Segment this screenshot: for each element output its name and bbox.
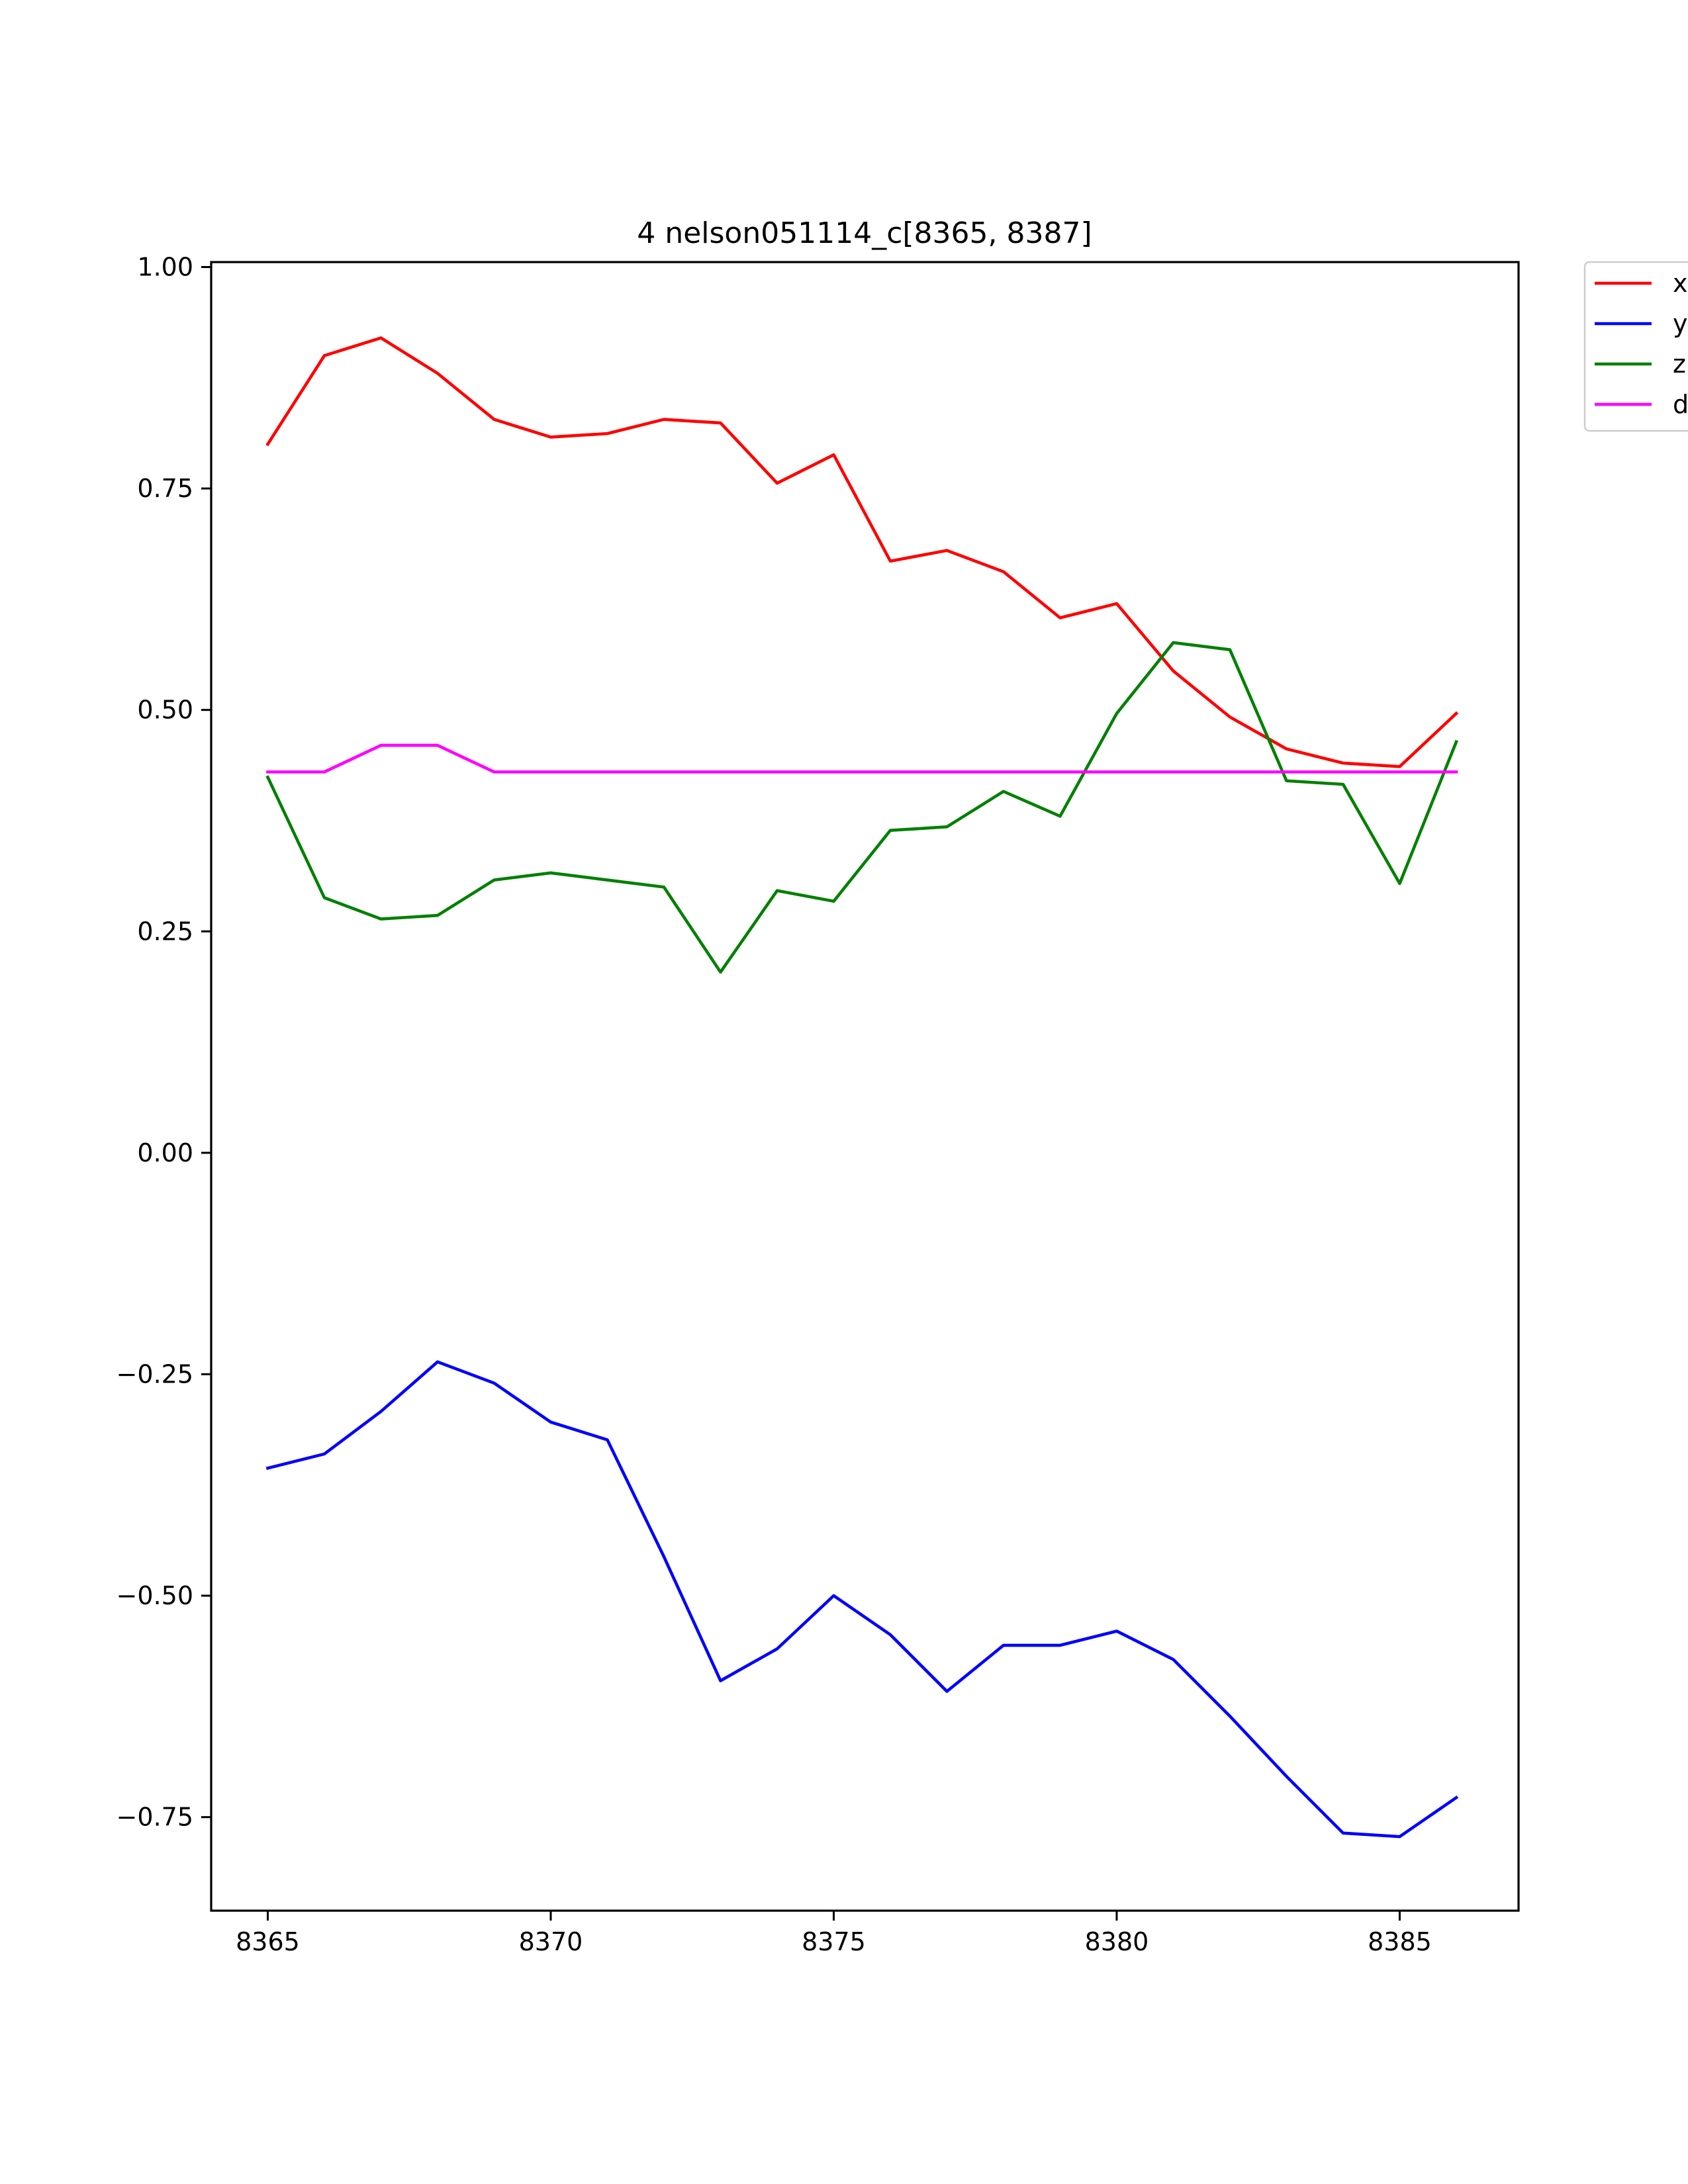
legend-label-z: z (1673, 349, 1686, 379)
y-tick-label: 1.00 (137, 252, 193, 281)
x-tick-label: 8375 (802, 1927, 866, 1956)
x-tick-label: 8370 (519, 1927, 583, 1956)
y-tick-label: 0.00 (137, 1138, 193, 1167)
legend-box (1583, 261, 1688, 432)
axes-frame (210, 261, 1520, 1912)
legend-label-x: x (1673, 269, 1688, 298)
x-axis: 8365 8370 8375 8380 8385 (236, 1911, 1432, 1956)
y-axis: 1.00 0.75 0.50 0.25 0.00 −0.25 −0.50 −0.75 (117, 252, 211, 1832)
x-tick-label: 8365 (236, 1927, 300, 1956)
x-tick-label: 8380 (1085, 1927, 1149, 1956)
y-tick-label: 0.50 (137, 696, 193, 725)
series-line-y (265, 1360, 1459, 1839)
series-line-d (266, 743, 1458, 774)
legend-label-y: y (1673, 309, 1688, 338)
chart-title: 4 nelson051114_c[8365, 8387] (637, 216, 1092, 250)
series-layer (265, 336, 1459, 1839)
y-tick-label: 0.75 (137, 474, 193, 503)
series-line-z (265, 641, 1458, 974)
x-tick-label: 8385 (1368, 1927, 1432, 1956)
legend-label-d: d (1673, 390, 1688, 419)
y-tick-label: −0.25 (117, 1359, 193, 1388)
series-line-x (265, 336, 1459, 768)
y-tick-label: −0.50 (117, 1581, 193, 1610)
y-tick-label: −0.75 (117, 1803, 193, 1832)
y-tick-label: 0.25 (137, 917, 193, 946)
